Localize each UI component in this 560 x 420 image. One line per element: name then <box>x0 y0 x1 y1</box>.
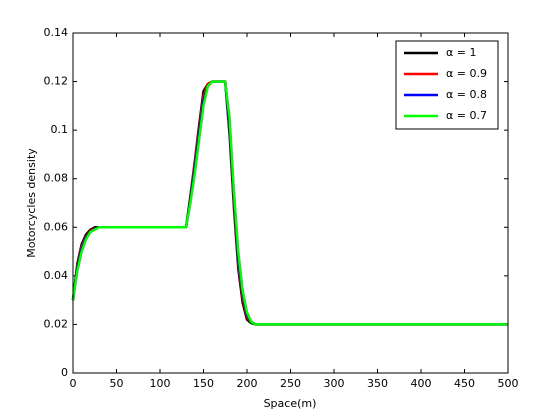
x-tick-label: 200 <box>237 377 258 390</box>
y-tick-label: 0.08 <box>44 172 69 185</box>
y-axis-label: Motorcycles density <box>25 148 38 258</box>
legend-box <box>395 40 499 130</box>
plot-frame <box>72 32 509 374</box>
x-tick-label: 250 <box>280 377 301 390</box>
x-tick-label: 450 <box>454 377 475 390</box>
y-tick-label: 0.12 <box>44 75 69 88</box>
x-tick-label: 500 <box>498 377 519 390</box>
x-tick-label: 400 <box>411 377 432 390</box>
x-tick-label: 50 <box>110 377 124 390</box>
x-tick-label: 100 <box>150 377 171 390</box>
x-tick-label: 150 <box>193 377 214 390</box>
y-tick-label: 0.1 <box>51 123 69 136</box>
x-tick-label: 0 <box>70 377 77 390</box>
legend-label: α = 0.8 <box>446 88 487 101</box>
y-tick-label: 0.04 <box>44 269 69 282</box>
legend-label: α = 0.9 <box>446 67 487 80</box>
y-tick-label: 0.06 <box>44 220 69 233</box>
series-line <box>71 80 508 326</box>
x-axis-label: Space(m) <box>264 397 317 410</box>
y-tick-label: 0 <box>61 366 68 379</box>
x-tick-label: 300 <box>324 377 345 390</box>
legend-label: α = 1 <box>446 46 476 59</box>
x-tick-label: 350 <box>367 377 388 390</box>
legend-label: α = 0.7 <box>446 109 487 122</box>
y-tick-label: 0.02 <box>44 317 69 330</box>
y-tick-label: 0.14 <box>44 26 69 39</box>
